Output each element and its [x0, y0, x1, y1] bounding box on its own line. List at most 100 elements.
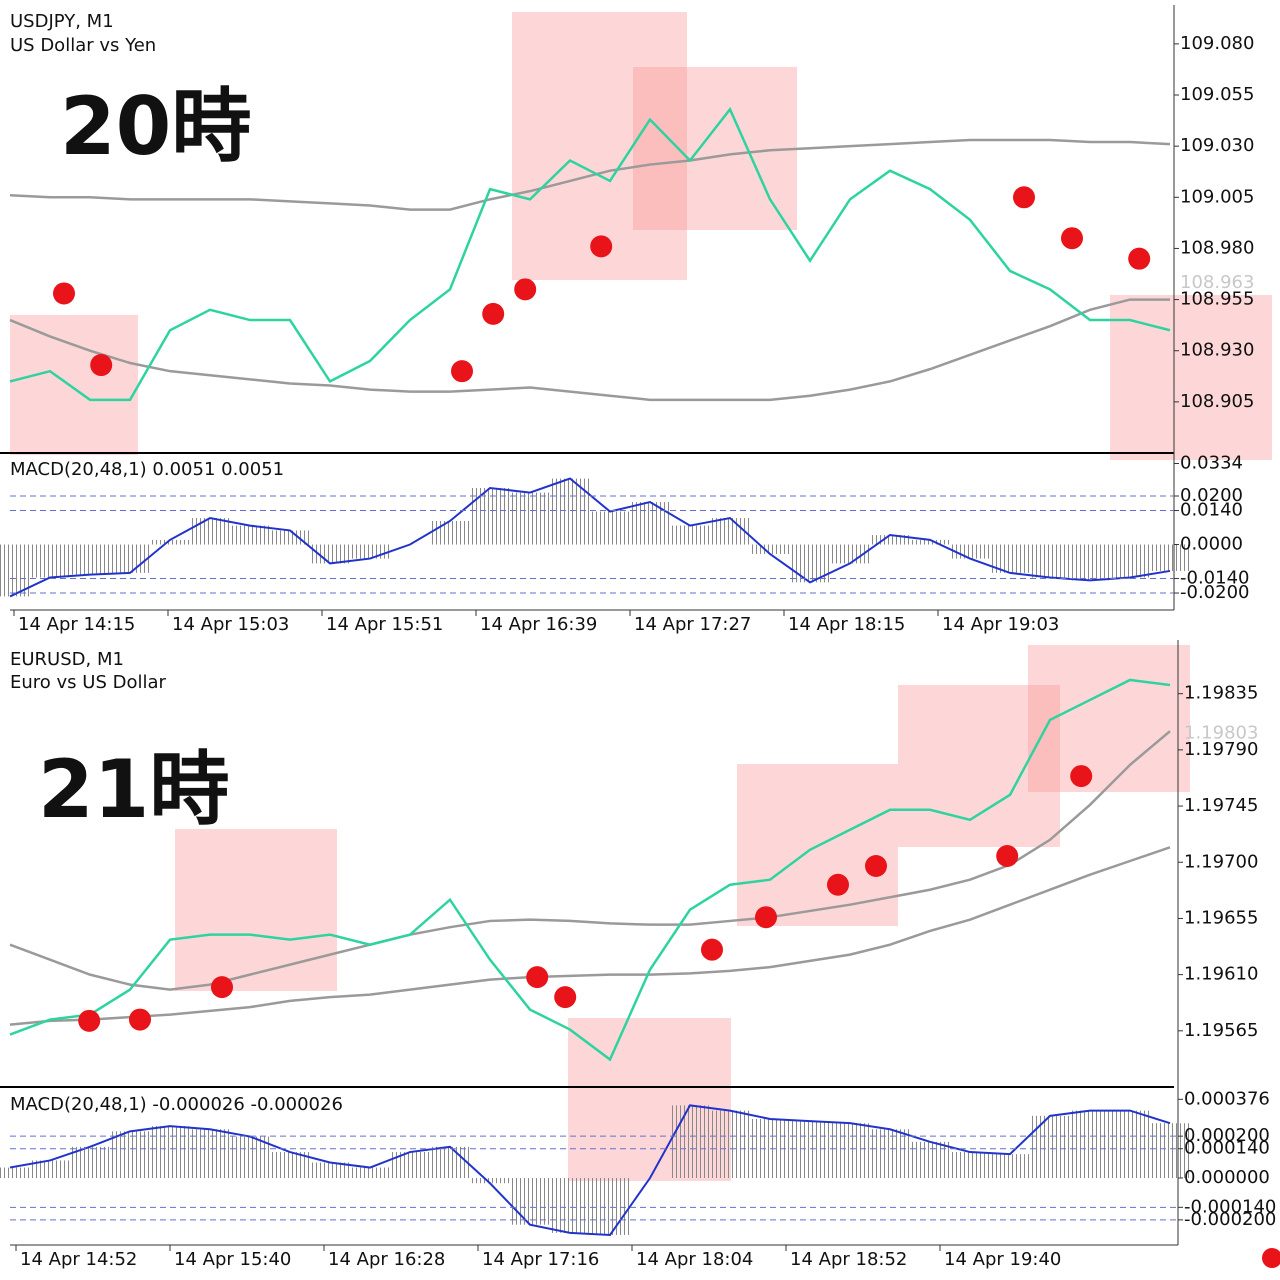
signal-dot — [451, 360, 473, 383]
signal-dot — [590, 235, 613, 258]
signal-dot — [514, 278, 537, 301]
macd-histogram-bar — [470, 1178, 510, 1184]
highlight-zone — [898, 685, 1060, 847]
axis-tick-label: 0.000200 — [1184, 1125, 1270, 1146]
macd-histogram-bar — [550, 1178, 590, 1233]
macd-histogram-bar — [390, 1152, 430, 1179]
time-label: 14 Apr 15:51 — [326, 614, 443, 635]
signal-dot — [554, 986, 577, 1009]
symbol-subtitle: Euro vs US Dollar — [10, 672, 167, 693]
macd-histogram-bar — [30, 544, 70, 578]
time-annotation: 21時 — [38, 743, 229, 836]
signal-dot — [53, 282, 75, 305]
macd-histogram-bar — [0, 544, 30, 597]
axis-tick-label: 108.930 — [1180, 340, 1254, 361]
macd-histogram-bar — [1110, 1110, 1150, 1179]
macd-title: MACD(20,48,1) -0.000026 -0.000026 — [10, 1094, 343, 1115]
last-price-label: 108.963 — [1180, 272, 1254, 293]
macd-histogram-bar — [1110, 544, 1150, 578]
macd-histogram-bar — [510, 1178, 550, 1225]
macd-histogram-bar — [0, 1167, 30, 1179]
macd-histogram-bar — [30, 1160, 70, 1179]
signal-dot — [1128, 247, 1151, 270]
axis-tick-label: 1.19790 — [1184, 739, 1258, 760]
symbol-subtitle: US Dollar vs Yen — [10, 35, 156, 56]
signal-dot — [827, 873, 849, 896]
signal-dot — [526, 966, 549, 989]
macd-histogram-bar — [630, 502, 670, 545]
macd-histogram-bar — [230, 1136, 270, 1179]
highlight-zone — [10, 315, 138, 455]
axis-tick-label: -0.0140 — [1180, 567, 1249, 588]
macd-histogram-bar — [510, 492, 550, 545]
macd-histogram-bar — [910, 539, 950, 545]
macd-histogram-bar — [1030, 544, 1070, 578]
indicator-dot — [1262, 1248, 1280, 1268]
time-label: 14 Apr 17:27 — [634, 614, 751, 635]
price-line — [9, 846, 1171, 1026]
price-line — [9, 106, 1171, 402]
last-price-label: 1.19803 — [1184, 723, 1258, 744]
macd-histogram-bar — [1070, 1110, 1110, 1179]
macd-histogram-bar — [550, 478, 590, 545]
macd-histogram-bar — [1070, 544, 1110, 581]
time-label: 14 Apr 19:03 — [942, 614, 1059, 635]
macd-histogram-bar — [870, 535, 910, 545]
signal-dot — [755, 906, 777, 929]
macd-title: MACD(20,48,1) 0.0051 0.0051 — [10, 459, 284, 480]
macd-histogram-bar — [990, 1154, 1030, 1179]
axis-tick-label: 1.19835 — [1184, 683, 1258, 704]
macd-histogram-bar — [870, 1129, 910, 1179]
axis-tick-label: 1.19700 — [1184, 851, 1258, 872]
macd-histogram-bar — [190, 518, 230, 545]
macd-histogram-bar — [470, 487, 510, 545]
axis-tick-label: 0.0000 — [1180, 534, 1243, 555]
time-annotation: 20時 — [60, 80, 251, 173]
axis-tick-label: 1.19745 — [1184, 795, 1258, 816]
price-line — [9, 678, 1171, 1062]
macd-histogram-bar — [430, 520, 470, 545]
macd-histogram-bar — [670, 525, 710, 545]
axis-tick-label: -0.000140 — [1184, 1196, 1276, 1217]
axis-tick-label: 1.19565 — [1184, 1020, 1258, 1041]
signal-dot — [701, 938, 723, 961]
time-label: 14 Apr 18:52 — [790, 1249, 907, 1270]
macd-histogram-bar — [1150, 544, 1190, 571]
axis-tick-label: -0.000200 — [1184, 1209, 1276, 1230]
time-label: 14 Apr 16:39 — [480, 614, 597, 635]
axis-tick-label: 109.005 — [1180, 186, 1254, 207]
axis-tick-label: 108.980 — [1180, 237, 1254, 258]
signal-dot — [996, 845, 1019, 868]
macd-histogram-bar — [790, 1121, 830, 1179]
time-label: 14 Apr 14:15 — [18, 614, 135, 635]
axis-tick-label: 0.000376 — [1184, 1088, 1270, 1109]
axis-tick-label: 109.030 — [1180, 135, 1254, 156]
time-label: 14 Apr 15:03 — [172, 614, 289, 635]
time-label: 14 Apr 19:40 — [944, 1249, 1061, 1270]
macd-histogram-bar — [910, 1141, 950, 1179]
time-label: 14 Apr 18:04 — [636, 1249, 753, 1270]
signal-dot — [90, 354, 113, 377]
macd-histogram-bar — [590, 511, 630, 545]
macd-histogram-bar — [270, 530, 310, 545]
time-label: 14 Apr 17:16 — [482, 1249, 599, 1270]
macd-histogram-bar — [670, 1105, 710, 1179]
macd-histogram-bar — [150, 1126, 190, 1179]
macd-histogram-bar — [950, 1152, 990, 1179]
macd-histogram-bar — [110, 1131, 150, 1179]
macd-histogram-bar — [1150, 1123, 1190, 1179]
axis-tick-label: -0.0200 — [1180, 582, 1249, 603]
axis-tick-label: 108.955 — [1180, 289, 1254, 310]
macd-histogram-bar — [150, 539, 190, 545]
macd-histogram-bar — [310, 544, 350, 564]
macd-histogram-bar — [710, 1110, 750, 1179]
price-line — [9, 730, 1171, 991]
symbol-title: EURUSD, M1 — [10, 649, 124, 670]
macd-histogram-bar — [350, 1167, 390, 1179]
macd-histogram-bar — [110, 544, 150, 573]
price-line — [9, 298, 1170, 402]
axis-tick-label: 0.000140 — [1184, 1138, 1270, 1159]
axis-tick-label: 0.0200 — [1180, 485, 1243, 506]
signal-dot — [1070, 765, 1093, 788]
